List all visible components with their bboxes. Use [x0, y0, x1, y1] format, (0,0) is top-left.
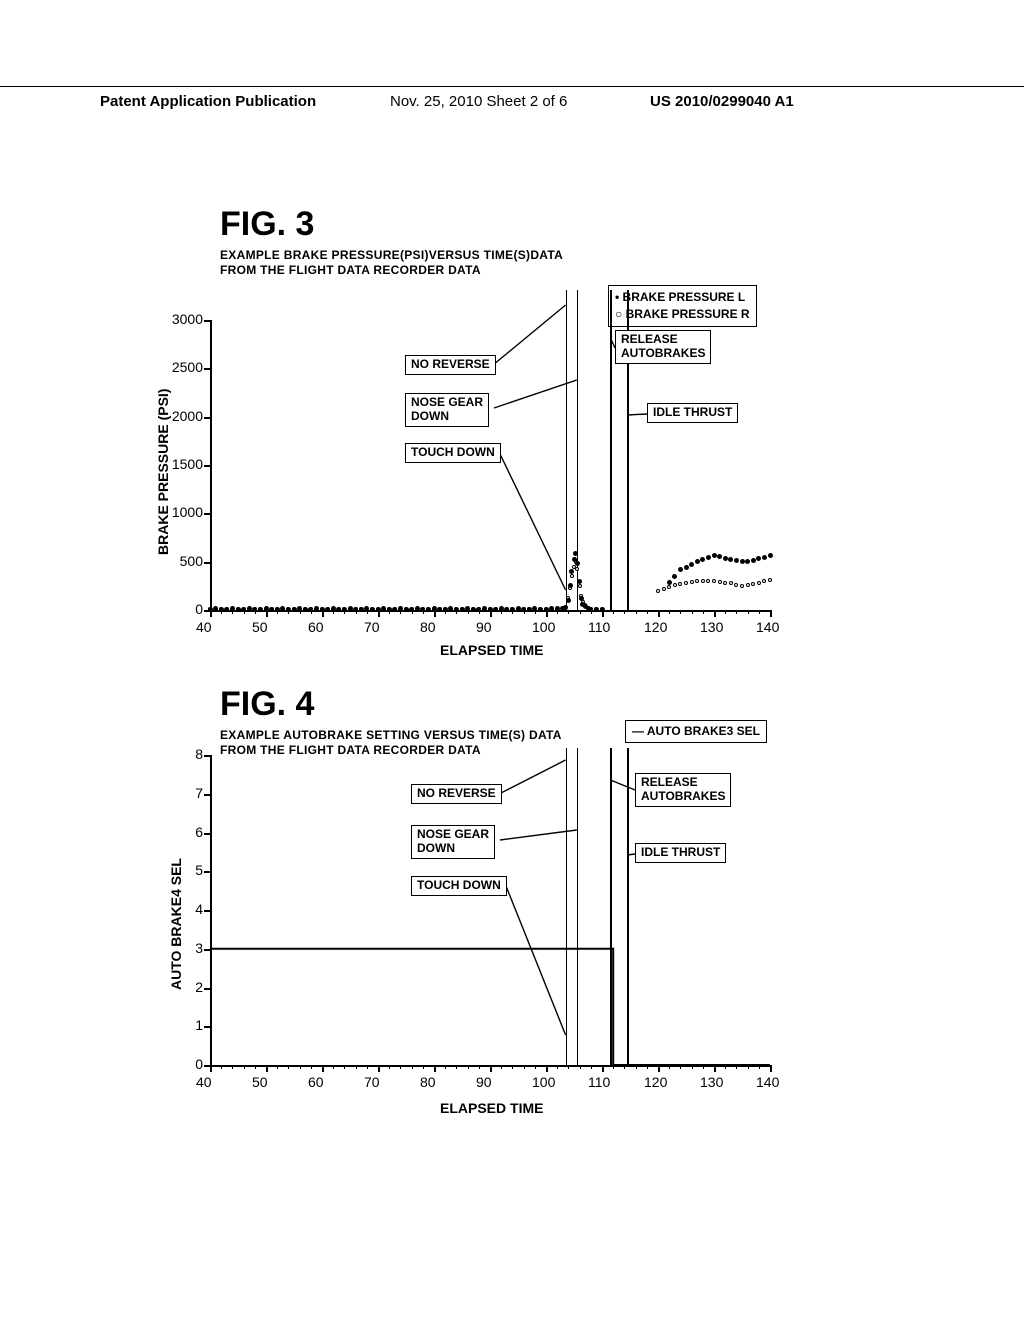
fig4-xlabel: ELAPSED TIME — [440, 1100, 543, 1116]
fig4-annot-release: RELEASEAUTOBRAKES — [635, 773, 731, 807]
fig4-annot-nosegear: NOSE GEARDOWN — [411, 825, 495, 859]
fig4-ylabel: AUTO BRAKE4 SEL — [168, 858, 184, 990]
fig4-annot-noreverse: NO REVERSE — [411, 784, 502, 804]
fig4-annot-idle: IDLE THRUST — [635, 843, 726, 863]
fig4-annot-touchdown: TOUCH DOWN — [411, 876, 507, 896]
